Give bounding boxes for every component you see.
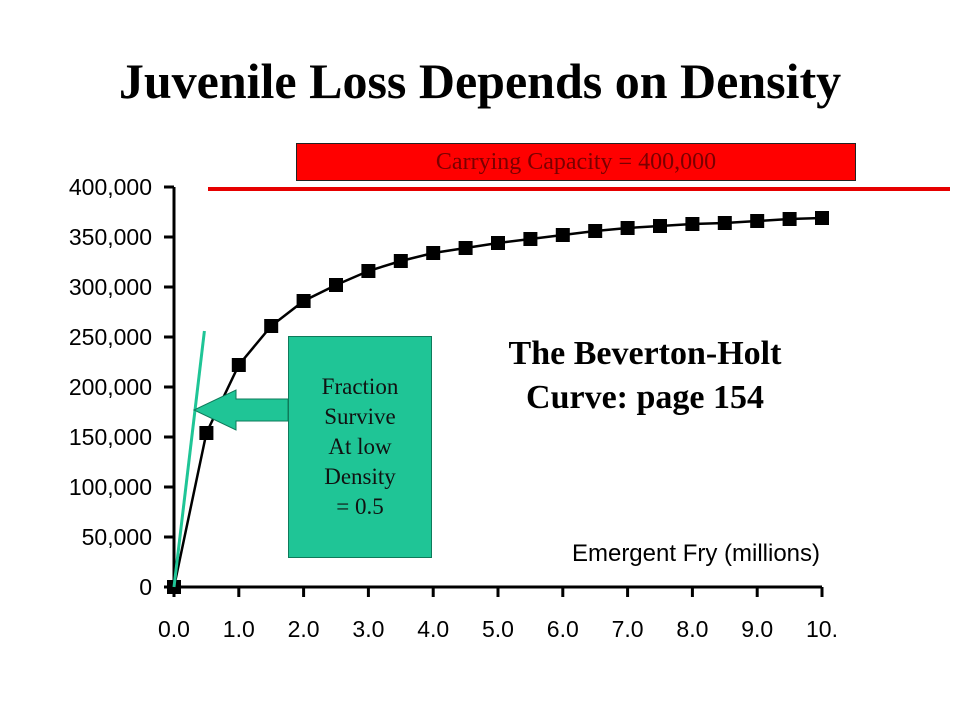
carrying-capacity-label: Carrying Capacity = 400,000 — [296, 143, 856, 181]
data-point — [523, 232, 538, 246]
x-tick-label: 6.0 — [547, 616, 579, 642]
x-tick-label: 7.0 — [612, 616, 644, 642]
chart-axes — [164, 185, 824, 597]
y-tick-label: 400,000 — [69, 174, 152, 200]
y-tick-label: 200,000 — [69, 374, 152, 400]
data-point — [588, 224, 603, 238]
data-point — [264, 319, 279, 333]
fraction-box-line: = 0.5 — [336, 494, 384, 519]
bh-label-line: Curve: page 154 — [526, 379, 764, 416]
x-axis-title: Emergent Fry (millions) — [572, 540, 820, 567]
data-point — [231, 358, 246, 372]
x-tick-label: 10. — [806, 616, 838, 642]
data-point — [555, 228, 570, 242]
bh-label-line: The Beverton-Holt — [508, 335, 782, 372]
data-point — [815, 211, 829, 225]
data-point — [393, 254, 408, 268]
y-tick-label: 150,000 — [69, 424, 152, 450]
x-tick-label: 5.0 — [482, 616, 514, 642]
beverton-holt-label: The Beverton-Holt Curve: page 154 — [440, 332, 850, 420]
x-tick-label: 2.0 — [288, 616, 320, 642]
data-point — [458, 241, 473, 255]
fraction-survive-box: Fraction Survive At low Density = 0.5 — [288, 336, 432, 558]
x-tick-label: 9.0 — [741, 616, 773, 642]
data-point — [717, 216, 732, 230]
y-tick-label: 100,000 — [69, 474, 152, 500]
y-tick-label: 250,000 — [69, 324, 152, 350]
y-tick-label: 300,000 — [69, 274, 152, 300]
data-point — [329, 278, 343, 292]
data-point — [653, 219, 667, 233]
left-arrow-icon — [192, 389, 289, 431]
data-point — [296, 294, 311, 308]
data-point — [620, 221, 635, 235]
data-point — [426, 246, 441, 260]
x-tick-label: 3.0 — [352, 616, 384, 642]
fraction-box-line: Fraction — [321, 374, 399, 399]
slide-title: Juvenile Loss Depends on Density — [118, 53, 842, 109]
x-tick-label: 4.0 — [417, 616, 449, 642]
chart-overlays — [172, 187, 950, 588]
initial-slope-line — [172, 330, 206, 588]
y-tick-label: 350,000 — [69, 224, 152, 250]
data-point — [199, 426, 214, 440]
chart-series — [167, 211, 829, 594]
data-point — [750, 214, 765, 228]
fraction-box-line: At low — [328, 434, 392, 459]
data-point — [685, 217, 700, 231]
y-tick-label: 0 — [139, 574, 152, 600]
x-tick-label: 1.0 — [223, 616, 255, 642]
fraction-box-line: Survive — [324, 404, 396, 429]
data-point — [361, 264, 376, 278]
data-point — [782, 212, 797, 226]
fraction-box-line: Density — [324, 464, 396, 489]
x-tick-label: 8.0 — [676, 616, 708, 642]
x-tick-label: 0.0 — [158, 616, 190, 642]
y-tick-label: 50,000 — [82, 524, 152, 550]
chart-tick-labels: 0 50,000 100,000 150,000 200,000 250,000 300,0… — [69, 174, 838, 642]
data-point — [491, 236, 505, 250]
